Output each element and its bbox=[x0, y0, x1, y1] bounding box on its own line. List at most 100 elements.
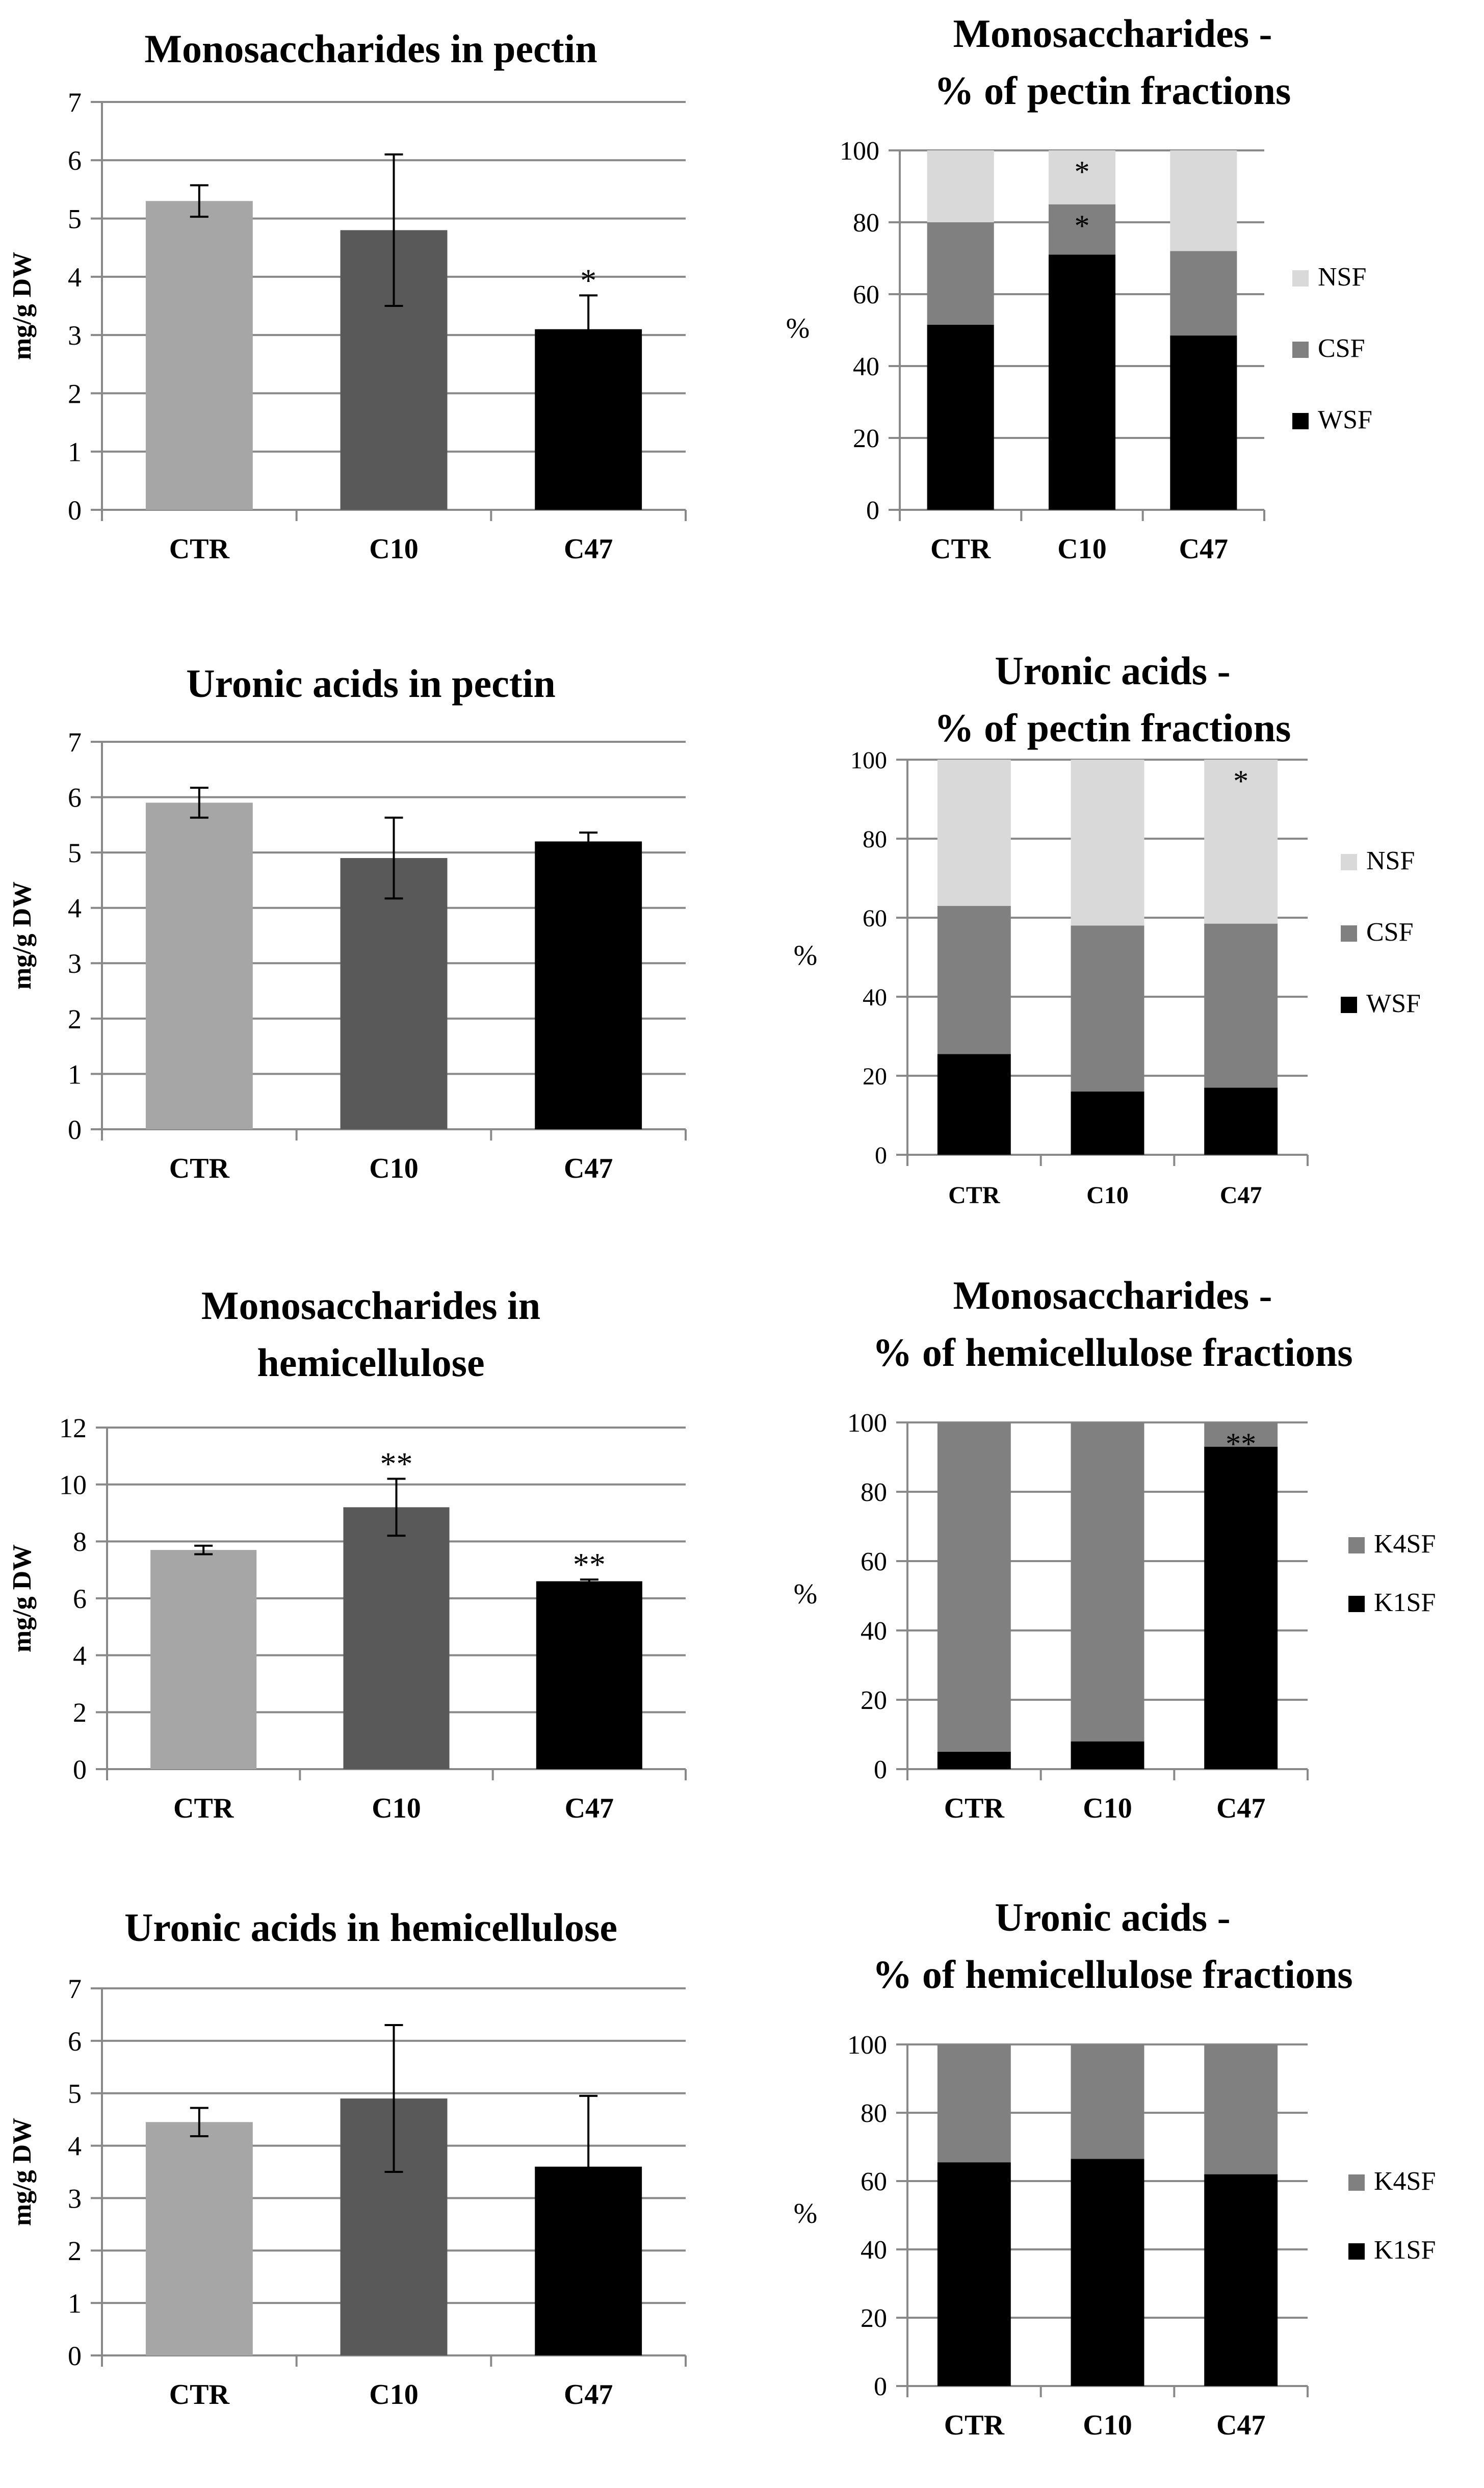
y-tick-label: 7 bbox=[68, 87, 82, 118]
chart-title-line: Uronic acids - bbox=[995, 1895, 1231, 1939]
x-tick-label: C47 bbox=[564, 533, 613, 565]
x-tick-label: CTR bbox=[948, 1182, 1001, 1209]
y-tick-label: 0 bbox=[875, 1142, 887, 1169]
x-tick-label: CTR bbox=[169, 533, 230, 565]
y-tick-label: 6 bbox=[68, 782, 82, 813]
x-tick-label: C10 bbox=[1057, 533, 1106, 565]
y-tick-label: 0 bbox=[874, 1755, 887, 1784]
y-tick-label: 0 bbox=[68, 495, 82, 526]
chart-title-line: Uronic acids in pectin bbox=[186, 661, 556, 706]
y-tick-label: 100 bbox=[847, 2031, 887, 2060]
x-tick-label: C47 bbox=[1216, 1793, 1265, 1824]
bar-segment-wsf bbox=[1170, 335, 1237, 510]
bar-segment-nsf bbox=[1071, 760, 1144, 926]
chart-title-line: Monosaccharides - bbox=[953, 11, 1272, 56]
y-tick-label: 3 bbox=[68, 948, 82, 979]
y-tick-label: 6 bbox=[68, 145, 82, 176]
legend-swatch-k4sf bbox=[1348, 1537, 1365, 1553]
x-tick-label: C10 bbox=[369, 2379, 418, 2411]
y-tick-label: 60 bbox=[861, 1547, 887, 1576]
legend-swatch-wsf bbox=[1341, 997, 1357, 1013]
bar-c10 bbox=[340, 858, 448, 1129]
bar-segment-k1sf bbox=[937, 1752, 1011, 1769]
chart-title: Monosaccharides - % of hemicellulose frac… bbox=[742, 1267, 1483, 1381]
legend-swatch-nsf bbox=[1341, 854, 1357, 870]
y-tick-label: 20 bbox=[861, 2304, 887, 2333]
chart-title: Uronic acids - % of pectin fractions bbox=[742, 642, 1483, 757]
chart-title: Uronic acids in pectin bbox=[0, 655, 742, 712]
y-tick-label: 2 bbox=[73, 1697, 87, 1728]
bar-segment-wsf bbox=[937, 1054, 1011, 1155]
chart-svg: 0 20 40 60 80 100 CTR C10 C47% ** K4SF K1SF bbox=[794, 1409, 1436, 1824]
y-tick-label: 0 bbox=[68, 1115, 82, 1145]
chart-svg: 0 1 2 3 4 5 6 7 CTR C10 C47 mg/g DW bbox=[8, 727, 687, 1184]
y-tick-label: 100 bbox=[847, 1409, 887, 1438]
y-tick-label: 0 bbox=[874, 2372, 887, 2401]
bar-segment-nsf bbox=[927, 150, 994, 222]
chart-svg: 0 1 2 3 4 5 6 7 CTR C10 C47 mg/g DW bbox=[8, 1974, 687, 2411]
legend-label: K1SF bbox=[1374, 2236, 1436, 2265]
chart-title: Uronic acids - % of hemicellulose fractio… bbox=[742, 1889, 1483, 2003]
bar-segment-wsf bbox=[1048, 254, 1116, 510]
y-tick-label: 4 bbox=[68, 2131, 82, 2161]
y-tick-label: 7 bbox=[68, 727, 82, 758]
chart-title-line: % of pectin fractions bbox=[934, 68, 1291, 113]
y-tick-label: 40 bbox=[861, 1617, 887, 1646]
y-tick-label: 12 bbox=[59, 1413, 87, 1443]
y-tick-label: 7 bbox=[68, 1974, 82, 2004]
significance-marker: ** bbox=[1226, 1427, 1256, 1461]
x-tick-label: C10 bbox=[1086, 1182, 1129, 1209]
legend-swatch-k4sf bbox=[1348, 2174, 1365, 2191]
y-tick-label: 6 bbox=[68, 2026, 82, 2057]
y-axis-label: mg/g DW bbox=[8, 1544, 37, 1652]
bar-segment-k4sf bbox=[1204, 1422, 1278, 1447]
y-tick-label: 0 bbox=[73, 1754, 87, 1785]
chart-title-line: Monosaccharides in bbox=[201, 1283, 541, 1328]
x-tick-label: C47 bbox=[1216, 2409, 1265, 2441]
y-tick-label: 100 bbox=[850, 747, 887, 774]
x-tick-label: CTR bbox=[944, 1793, 1005, 1824]
bar-segment-k4sf bbox=[1071, 1422, 1144, 1742]
y-tick-label: 60 bbox=[853, 280, 879, 309]
chart-title-line: hemicellulose bbox=[257, 1340, 485, 1385]
bar-segment-wsf bbox=[1204, 1087, 1278, 1155]
bar-segment-k1sf bbox=[937, 2162, 1011, 2386]
chart-title-line: Monosaccharides in pectin bbox=[144, 27, 597, 71]
chart-svg: 0 1 2 3 4 5 6 7 CTR C10 C47 mg/g DW * bbox=[8, 87, 687, 565]
legend-label: K4SF bbox=[1374, 2167, 1436, 2196]
legend-swatch-k1sf bbox=[1348, 1596, 1365, 1612]
x-tick-label: CTR bbox=[169, 2379, 230, 2411]
legend-swatch-nsf bbox=[1292, 270, 1309, 287]
bar-segment-k1sf bbox=[1071, 2159, 1144, 2386]
x-tick-label: CTR bbox=[173, 1793, 234, 1824]
y-axis-label: mg/g DW bbox=[8, 252, 37, 360]
y-axis-label: % bbox=[794, 2198, 818, 2230]
significance-marker: * bbox=[1075, 155, 1090, 189]
chart-title: Monosaccharides in hemicellulose bbox=[0, 1277, 742, 1391]
y-tick-label: 80 bbox=[863, 826, 887, 853]
bar-segment-k4sf bbox=[937, 1422, 1011, 1752]
bar-segment-k4sf bbox=[1071, 2044, 1144, 2159]
chart-title-line: % of pectin fractions bbox=[934, 706, 1291, 750]
bar-segment-csf bbox=[1170, 251, 1237, 336]
bar-c47 bbox=[535, 841, 642, 1129]
bar-ctr bbox=[145, 2122, 253, 2355]
legend-label: CSF bbox=[1366, 918, 1414, 947]
bar-segment-k1sf bbox=[1204, 1446, 1278, 1769]
legend-label: CSF bbox=[1318, 334, 1365, 363]
legend-label: K1SF bbox=[1374, 1588, 1436, 1617]
y-tick-label: 8 bbox=[73, 1526, 87, 1557]
x-tick-label: C10 bbox=[1083, 2409, 1132, 2441]
y-tick-label: 0 bbox=[866, 496, 879, 525]
x-tick-label: C47 bbox=[564, 1153, 613, 1184]
bar-ctr bbox=[145, 201, 253, 510]
y-tick-label: 20 bbox=[861, 1686, 887, 1715]
x-tick-label: CTR bbox=[169, 1153, 230, 1184]
x-tick-label: CTR bbox=[944, 2409, 1005, 2441]
bar-segment-k4sf bbox=[1204, 2044, 1278, 2174]
legend-swatch-csf bbox=[1292, 342, 1309, 358]
y-axis-label: % bbox=[794, 940, 818, 972]
y-tick-label: 100 bbox=[840, 137, 879, 166]
significance-marker: ** bbox=[573, 1546, 606, 1583]
